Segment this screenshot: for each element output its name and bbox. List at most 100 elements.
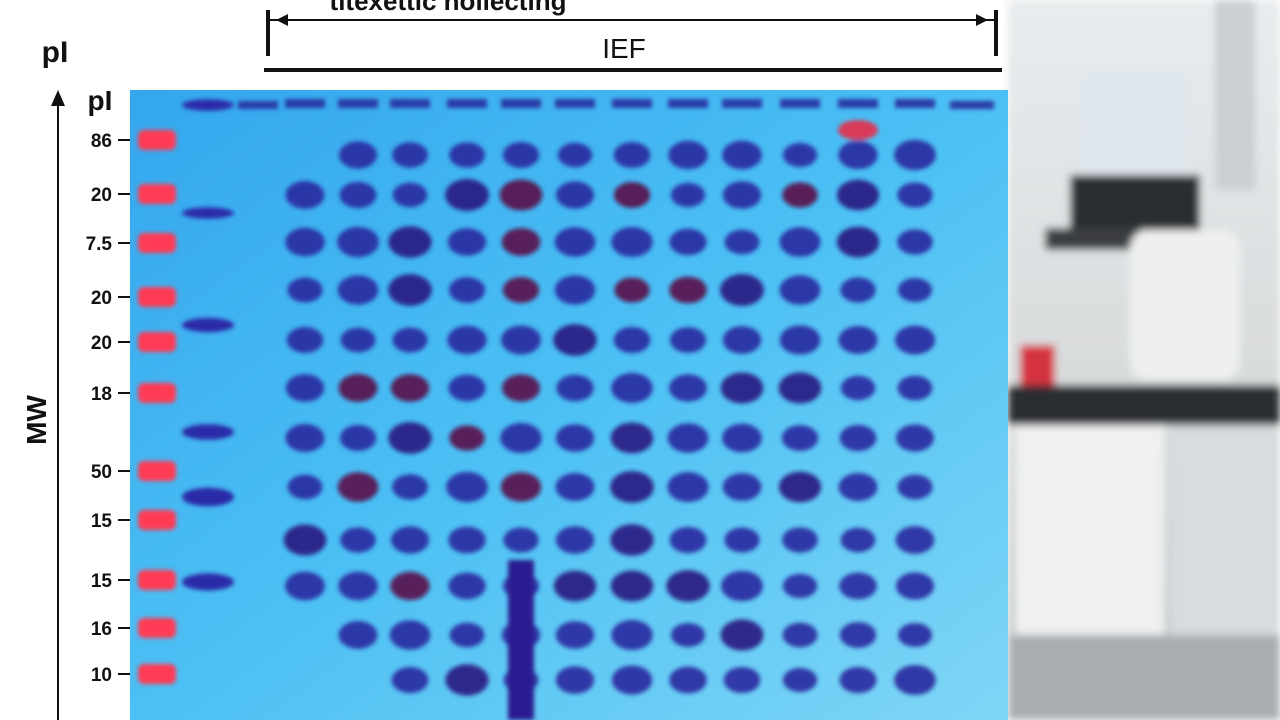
protein-spot (448, 572, 486, 600)
protein-spot (287, 474, 323, 500)
top-band (338, 99, 378, 108)
protein-spot (838, 140, 878, 170)
protein-spot (667, 472, 709, 502)
ladder-band (138, 383, 176, 403)
protein-spot (840, 277, 876, 303)
marker-band (182, 424, 234, 440)
protein-spot (500, 422, 542, 454)
gel-spots (138, 99, 994, 720)
protein-spot (447, 325, 487, 355)
protein-spot (669, 276, 707, 304)
protein-spot (555, 621, 595, 649)
protein-spot (720, 372, 764, 404)
protein-spot (611, 227, 653, 257)
protein-spot (779, 227, 821, 257)
protein-spot (337, 226, 379, 258)
protein-spot (285, 423, 325, 453)
protein-spot (392, 142, 428, 168)
top-band (555, 99, 595, 108)
protein-spot (836, 179, 880, 211)
protein-spot (838, 326, 878, 354)
ladder-band (138, 332, 176, 352)
caption: titexettic nollecting (330, 0, 567, 16)
red-box (1020, 345, 1055, 385)
bench-top (1008, 385, 1280, 425)
protein-spot (283, 524, 327, 556)
protein-spot (448, 526, 486, 554)
protein-spot (610, 471, 654, 503)
cabinet (1015, 425, 1165, 635)
protein-spot (720, 274, 764, 306)
protein-spot (447, 228, 487, 256)
protein-spot (555, 473, 595, 501)
protein-spot (611, 620, 653, 650)
protein-spot (782, 573, 818, 599)
protein-spot (449, 142, 485, 168)
protein-spot (782, 667, 818, 693)
protein-spot (836, 226, 880, 258)
protein-spot (392, 182, 428, 208)
ladder-band (138, 618, 176, 638)
protein-spot (340, 527, 376, 553)
protein-spot (838, 120, 878, 140)
protein-spot (722, 140, 762, 170)
marker-band (182, 573, 234, 591)
protein-spot (839, 424, 877, 452)
protein-spot (782, 622, 818, 648)
protein-spot (554, 227, 596, 257)
protein-spot (501, 228, 541, 256)
protein-spot (897, 622, 933, 648)
protein-spot (337, 275, 379, 305)
protein-spot (502, 277, 540, 303)
protein-spot (285, 227, 325, 257)
protein-spot (894, 325, 936, 355)
protein-spot (895, 424, 935, 452)
lab-background (1008, 0, 1280, 720)
top-band (390, 99, 430, 108)
protein-spot (553, 324, 597, 356)
protein-spot (390, 571, 430, 601)
protein-spot (390, 526, 430, 554)
marker-band (182, 487, 234, 507)
protein-spot (389, 620, 431, 650)
protein-spot (613, 141, 651, 169)
mw-tick-label: 50 (91, 462, 112, 483)
ladder-band (138, 130, 176, 150)
protein-spot (779, 275, 821, 305)
mw-tick-label: 15 (91, 511, 113, 532)
mw-tick-label: 15 (91, 571, 113, 592)
protein-spot (500, 325, 542, 355)
protein-spot (611, 665, 653, 695)
protein-spot (669, 526, 707, 554)
protein-spot (339, 425, 377, 451)
protein-spot (499, 179, 543, 211)
top-band (895, 99, 935, 108)
protein-spot (388, 422, 432, 454)
protein-spot (555, 526, 595, 554)
bottle (1080, 70, 1190, 180)
mw-tick-label: 7.5 (86, 234, 113, 255)
protein-spot (895, 572, 935, 600)
protein-spot (503, 527, 539, 553)
protein-spot (781, 425, 819, 451)
protein-spot (502, 142, 540, 168)
top-band (285, 99, 325, 108)
protein-spot (782, 142, 818, 168)
protein-spot (722, 473, 762, 501)
axis-arrow-head (51, 90, 65, 106)
protein-spot (897, 277, 933, 303)
protein-spot (610, 422, 654, 454)
mw-label: MW (21, 395, 52, 445)
protein-spot (670, 182, 706, 208)
protein-spot (722, 326, 762, 354)
top-band (447, 99, 487, 108)
protein-spot (669, 374, 707, 402)
protein-spot (555, 181, 595, 209)
protein-spot (668, 140, 708, 170)
protein-spot (894, 139, 936, 171)
protein-spot (337, 472, 379, 502)
marker-band (182, 317, 234, 333)
protein-spot (897, 229, 933, 255)
